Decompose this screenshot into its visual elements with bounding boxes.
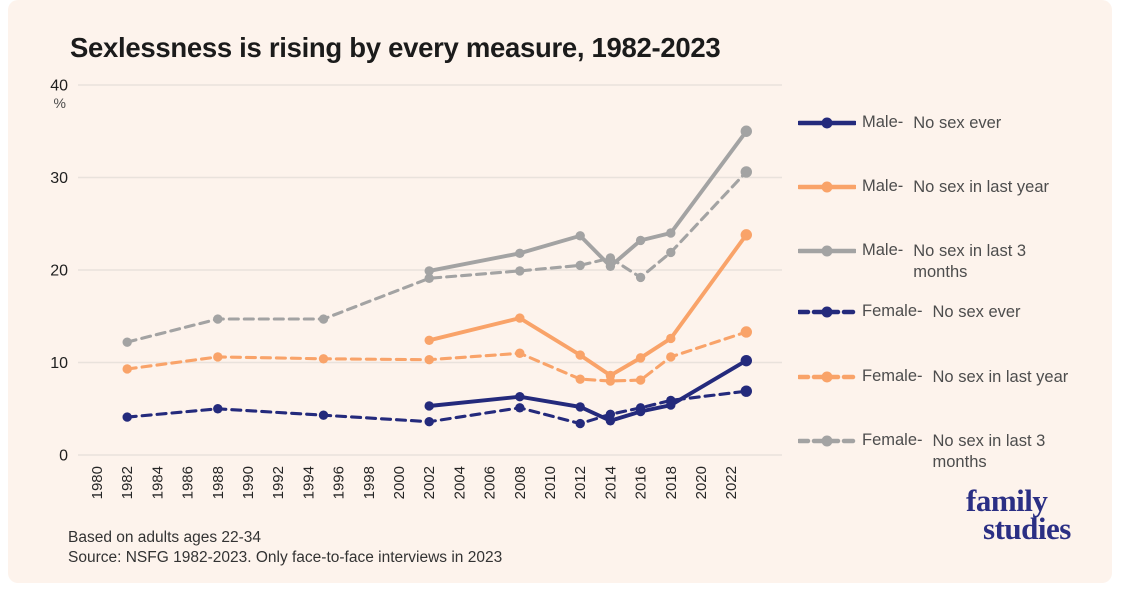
svg-text:2004: 2004 bbox=[451, 466, 468, 499]
svg-text:2008: 2008 bbox=[512, 466, 529, 499]
svg-text:0: 0 bbox=[59, 448, 68, 465]
svg-text:1998: 1998 bbox=[361, 466, 378, 499]
legend-prefix: Female- bbox=[862, 431, 923, 449]
svg-text:1992: 1992 bbox=[270, 466, 287, 499]
legend-label: No sex in last year bbox=[913, 178, 1049, 196]
svg-text:30: 30 bbox=[50, 170, 68, 187]
footnote-sample: Based on adults ages 22-34 bbox=[68, 529, 262, 546]
legend-line-icon bbox=[798, 117, 856, 129]
svg-text:2000: 2000 bbox=[391, 466, 408, 499]
svg-text:10: 10 bbox=[50, 355, 68, 372]
family-studies-logo: family studies bbox=[966, 483, 1116, 546]
logo-line-1: family bbox=[966, 483, 1048, 518]
legend-label: No sex in last 3 months bbox=[913, 242, 1027, 281]
legend-label: No sex in last 3 months bbox=[932, 432, 1046, 471]
svg-text:1996: 1996 bbox=[331, 466, 348, 499]
svg-text:40: 40 bbox=[50, 78, 68, 95]
legend-item-male-no-sex-last-3-months: Male- No sex in last 3 months bbox=[798, 241, 1073, 283]
svg-text:1984: 1984 bbox=[149, 466, 166, 499]
svg-text:20: 20 bbox=[50, 263, 68, 280]
legend-prefix: Male- bbox=[862, 113, 904, 131]
svg-text:2006: 2006 bbox=[482, 466, 499, 499]
svg-text:1994: 1994 bbox=[300, 466, 317, 499]
legend-line-icon bbox=[798, 181, 856, 193]
svg-text:2002: 2002 bbox=[421, 466, 438, 499]
chart-title: Sexlessness is rising by every measure, … bbox=[70, 32, 721, 64]
svg-text:2014: 2014 bbox=[602, 466, 619, 499]
svg-text:1988: 1988 bbox=[210, 466, 227, 499]
chart-card-background bbox=[8, 0, 1112, 583]
svg-text:2020: 2020 bbox=[693, 466, 710, 499]
legend-prefix: Female- bbox=[862, 367, 923, 385]
legend-prefix: Female- bbox=[862, 302, 923, 320]
svg-text:2012: 2012 bbox=[572, 466, 589, 499]
svg-text:%: % bbox=[54, 95, 66, 111]
legend-prefix: Male- bbox=[862, 177, 904, 195]
svg-text:1982: 1982 bbox=[119, 466, 136, 499]
legend-item-female-no-sex-last-year: Female- No sex in last year bbox=[798, 367, 1093, 388]
legend-item-female-no-sex-ever: Female- No sex ever bbox=[798, 302, 1093, 323]
svg-text:2018: 2018 bbox=[663, 466, 680, 499]
footnote-source: Source: NSFG 1982-2023. Only face-to-fac… bbox=[68, 549, 503, 566]
svg-text:2010: 2010 bbox=[542, 466, 559, 499]
legend-item-female-no-sex-last-3-months: Female- No sex in last 3 months bbox=[798, 431, 1093, 473]
logo-line-2: studies bbox=[983, 511, 1071, 546]
legend-item-male-no-sex-ever: Male- No sex ever bbox=[798, 113, 1073, 134]
legend-label: No sex ever bbox=[932, 303, 1021, 321]
legend-line-icon bbox=[798, 245, 856, 257]
legend-line-icon bbox=[798, 306, 856, 318]
chart-footnotes: Based on adults ages 22-34 Source: NSFG … bbox=[68, 528, 502, 568]
legend-label: No sex ever bbox=[913, 114, 1002, 132]
legend-line-icon bbox=[798, 371, 856, 383]
legend-prefix: Male- bbox=[862, 241, 904, 259]
legend-item-male-no-sex-last-year: Male- No sex in last year bbox=[798, 177, 1073, 198]
line-chart-plot-area: 0 10 20 30 40% 1980 1982 1984 1986 1988 1990 1992 19… bbox=[50, 78, 782, 499]
svg-text:2022: 2022 bbox=[723, 466, 740, 499]
svg-text:1986: 1986 bbox=[180, 466, 197, 499]
svg-text:2016: 2016 bbox=[633, 466, 650, 499]
svg-text:1990: 1990 bbox=[240, 466, 257, 499]
legend-line-icon bbox=[798, 435, 856, 447]
legend-label: No sex in last year bbox=[932, 368, 1069, 386]
svg-text:1980: 1980 bbox=[89, 466, 106, 499]
